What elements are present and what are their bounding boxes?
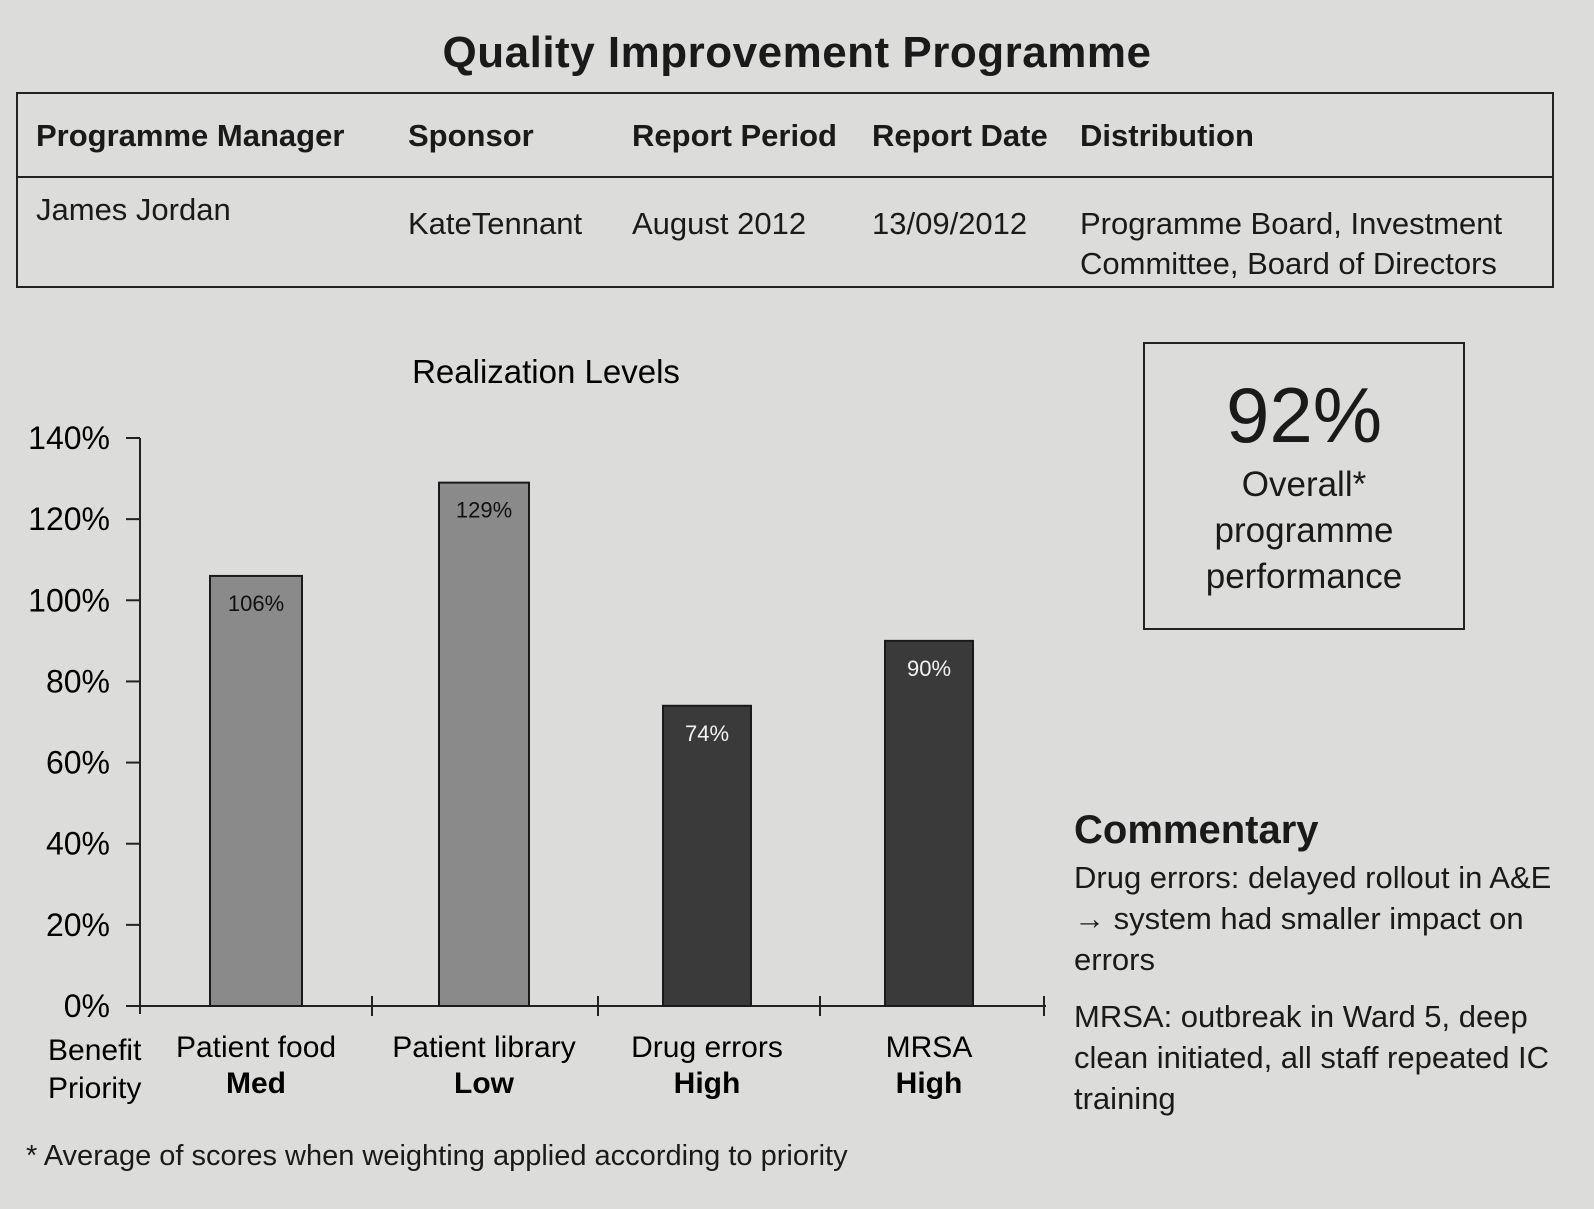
y-tick-label: 40%	[46, 826, 110, 862]
bar-patient-food	[209, 574, 303, 1007]
value-report-date: 13/09/2012	[872, 206, 1028, 241]
header-report-period: Report Period	[632, 118, 837, 153]
header-distribution: Distribution	[1080, 118, 1254, 153]
value-sponsor: KateTennant	[408, 206, 583, 241]
header-programme-manager: Programme Manager	[36, 118, 345, 153]
caption-line: programme	[1214, 511, 1394, 550]
value-distribution: Programme Board, Investment Committee, B…	[1080, 206, 1503, 281]
y-tick-label: 120%	[28, 501, 110, 537]
priority-label: High	[896, 1067, 963, 1100]
y-tick-label: 140%	[28, 420, 110, 456]
bar-value-label: 129%	[456, 498, 512, 523]
caption-line: performance	[1205, 557, 1403, 596]
commentary-panel: Commentary Drug errors: delayed rollout …	[1074, 808, 1574, 1135]
y-tick-label: 0%	[64, 988, 110, 1024]
chart-title: Realization Levels	[412, 353, 680, 390]
category-label: Patient food	[176, 1031, 336, 1064]
commentary-title: Commentary	[1074, 808, 1319, 852]
x-axis-label: Priority	[48, 1072, 141, 1105]
commentary-mrsa: MRSA: outbreak in Ward 5, deep clean ini…	[1074, 999, 1550, 1116]
footnote: * Average of scores when weighting appli…	[26, 1140, 848, 1172]
y-tick-label: 100%	[28, 582, 110, 618]
y-tick-label: 20%	[46, 907, 110, 943]
header-sponsor: Sponsor	[408, 118, 534, 153]
value-programme-manager: James Jordan	[36, 192, 231, 227]
programme-info-table: Programme Manager Sponsor Report Period …	[16, 92, 1554, 288]
overall-score-value: 92%	[1225, 371, 1383, 459]
x-axis-label: Benefit	[48, 1034, 142, 1067]
bar-mrsa	[884, 639, 974, 1007]
y-tick-label: 60%	[46, 745, 110, 781]
value-report-period: August 2012	[632, 206, 807, 241]
bar-drug-errors	[662, 704, 752, 1007]
realization-bar-chart: Realization Levels 0% 20% 40% 60% 80% 100% 120…	[28, 353, 1046, 1105]
y-tick-label: 80%	[46, 663, 110, 699]
overall-performance-box: 92% Overall* programme performance	[1143, 342, 1465, 630]
page-title: Quality Improvement Programme	[442, 28, 1152, 77]
category-label: Patient library	[392, 1031, 575, 1064]
priority-label: Med	[226, 1067, 286, 1100]
caption-line: Overall*	[1241, 465, 1367, 504]
overall-score-caption: Overall* programme performance	[1145, 462, 1463, 600]
priority-label: Low	[454, 1067, 515, 1100]
category-label: MRSA	[886, 1031, 973, 1064]
commentary-drug-errors: Drug errors: delayed rollout in A&E → sy…	[1074, 860, 1552, 977]
bar-value-label: 90%	[907, 656, 951, 681]
header-report-date: Report Date	[872, 118, 1048, 153]
bar-patient-library	[438, 481, 530, 1007]
category-label: Drug errors	[631, 1031, 783, 1064]
bar-value-label: 106%	[228, 591, 284, 616]
bar-value-label: 74%	[685, 721, 729, 746]
table-divider	[18, 176, 1552, 178]
priority-label: High	[674, 1067, 741, 1100]
